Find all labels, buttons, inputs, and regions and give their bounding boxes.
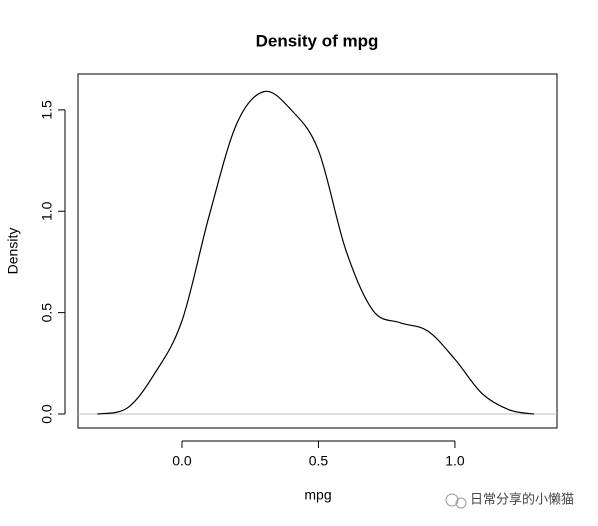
y-tick-label: 0.5 bbox=[39, 303, 55, 323]
y-tick-label: 0.0 bbox=[39, 404, 55, 424]
y-tick-label: 1.0 bbox=[39, 201, 55, 221]
y-tick-label: 1.5 bbox=[39, 100, 55, 120]
watermark: 日常分享的小懒猫 bbox=[470, 491, 574, 506]
chart-title: Density of mpg bbox=[256, 31, 379, 50]
plot-box bbox=[77, 73, 558, 429]
density-line bbox=[97, 90, 535, 415]
x-tick-label: 0.0 bbox=[172, 453, 192, 469]
x-axis-label: mpg bbox=[304, 487, 331, 503]
watermark-icon bbox=[445, 493, 467, 509]
x-tick-label: 0.5 bbox=[309, 453, 329, 469]
x-tick-label: 1.0 bbox=[445, 453, 465, 469]
y-axis-label: Density bbox=[5, 228, 21, 275]
